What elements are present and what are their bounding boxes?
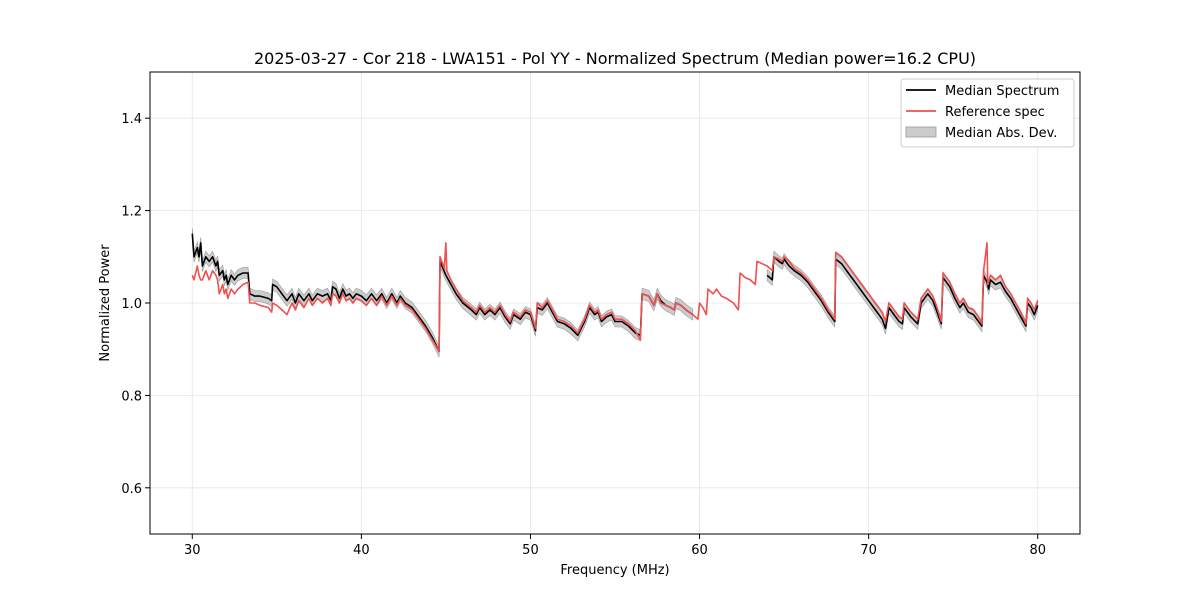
x-tick-label: 70 — [860, 543, 877, 558]
median-spectrum-line — [191, 233, 694, 353]
series-lines — [191, 233, 1039, 353]
x-tick-label: 50 — [522, 543, 539, 558]
y-tick-label: 0.8 — [121, 389, 142, 404]
y-axis-label: Normalized Power — [98, 244, 113, 362]
y-tick-label: 1.4 — [121, 112, 142, 127]
x-axis-ticks: 30 40 50 60 70 80 — [184, 534, 1046, 558]
legend: Median Spectrum Reference spec Median Ab… — [900, 78, 1075, 148]
y-axis-ticks: 0.6 0.8 1.0 1.2 1.4 — [121, 112, 150, 497]
y-tick-label: 0.6 — [121, 482, 142, 497]
x-tick-label: 40 — [353, 543, 370, 558]
x-axis-label: Frequency (MHz) — [560, 563, 669, 578]
chart-title: 2025-03-27 - Cor 218 - LWA151 - Pol YY -… — [254, 49, 976, 68]
x-tick-label: 80 — [1029, 543, 1046, 558]
y-tick-label: 1.0 — [121, 297, 142, 312]
x-tick-label: 30 — [184, 543, 201, 558]
legend-swatch-mad — [905, 126, 937, 138]
legend-box — [900, 78, 1075, 148]
mad-band — [192, 228, 694, 358]
reference-spectrum-line — [191, 242, 1039, 353]
x-tick-label: 60 — [691, 543, 708, 558]
legend-label-median: Median Spectrum — [945, 84, 1059, 99]
y-tick-label: 1.2 — [121, 205, 142, 220]
legend-label-reference: Reference spec — [945, 105, 1045, 120]
legend-label-mad: Median Abs. Dev. — [945, 126, 1057, 141]
median-spectrum-line — [766, 255, 1039, 330]
